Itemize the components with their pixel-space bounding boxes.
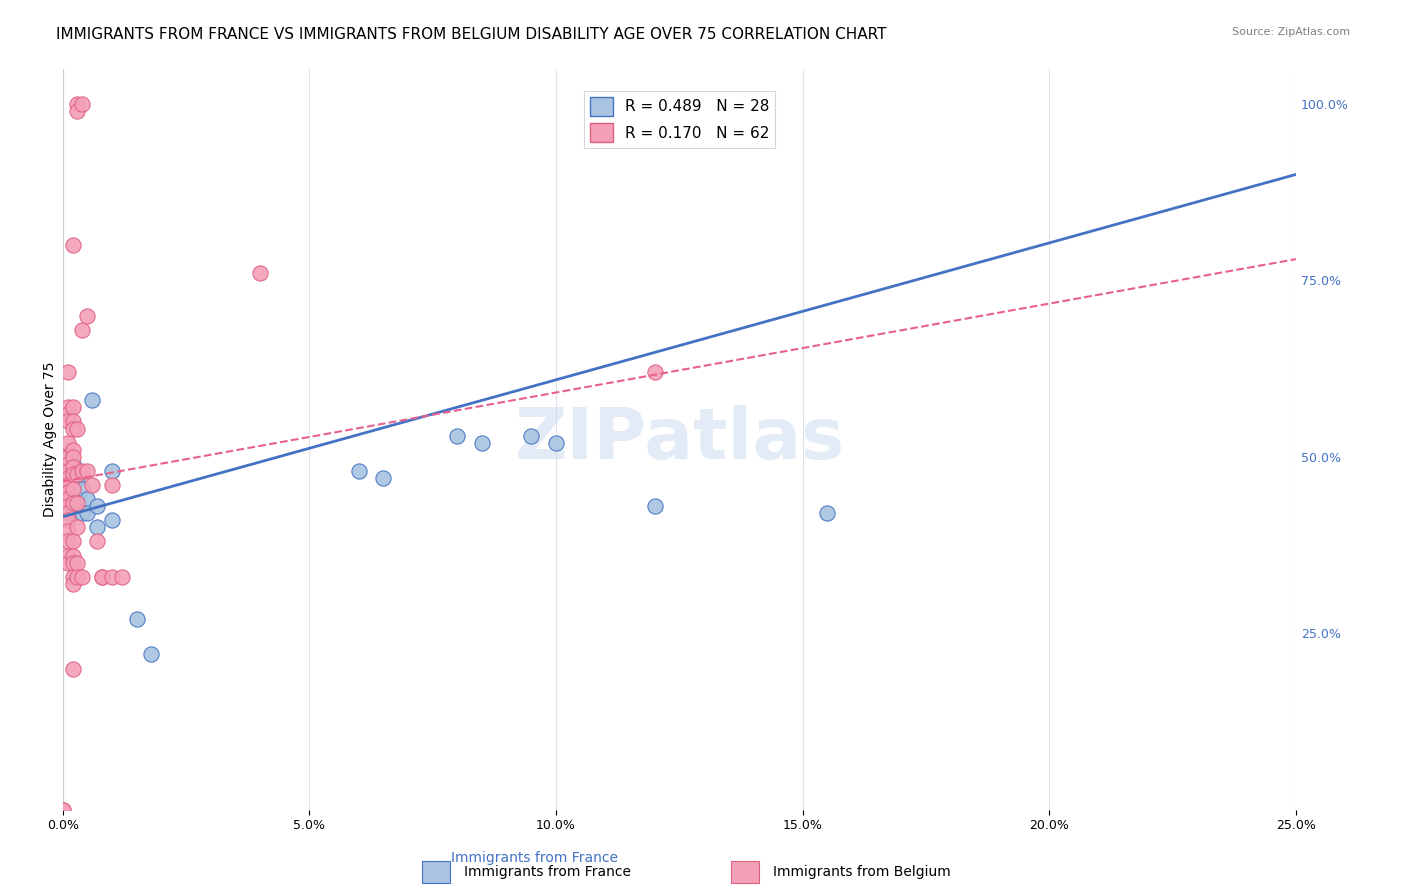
Point (56, 534, 79, 549)
Point (56, 524, 79, 538)
Point (56, 457, 79, 471)
Point (66, 520, 89, 534)
Point (446, 428, 468, 442)
Point (56, 414, 79, 428)
Point (72, 464, 94, 478)
Text: Immigrants from France: Immigrants from France (464, 865, 631, 880)
Point (56, 492, 79, 507)
Point (101, 478, 124, 492)
Point (544, 435, 567, 450)
Text: Source: ZipAtlas.com: Source: ZipAtlas.com (1232, 27, 1350, 37)
Point (62, 661, 84, 675)
Point (56, 485, 79, 500)
Point (62, 556, 84, 570)
Point (86, 534, 108, 549)
Point (62, 495, 84, 509)
Point (56, 450, 79, 464)
Point (86, 520, 108, 534)
Point (62, 534, 84, 549)
Point (72, 506, 94, 520)
Text: Immigrants from France: Immigrants from France (420, 851, 648, 865)
Y-axis label: Disability Age Over 75: Disability Age Over 75 (44, 361, 58, 516)
Point (86, 499, 108, 513)
Point (76, 309, 98, 323)
Point (82, 478, 104, 492)
Point (373, 471, 395, 485)
Point (76, 464, 98, 478)
Point (141, 648, 163, 662)
Legend: R = 0.489   N = 28, R = 0.170   N = 62: R = 0.489 N = 28, R = 0.170 N = 62 (583, 91, 775, 148)
Point (72, 482, 94, 496)
Point (62, 457, 84, 471)
Text: ZIPatlas: ZIPatlas (515, 405, 845, 474)
Point (62, 421, 84, 435)
Point (66, 421, 89, 435)
Point (249, 266, 271, 280)
Point (52, 803, 75, 817)
Point (66, 556, 89, 570)
Point (72, 96, 94, 111)
Point (101, 464, 124, 478)
Point (76, 506, 98, 520)
Point (66, 570, 89, 584)
Point (520, 428, 543, 442)
Point (644, 499, 666, 513)
Point (56, 556, 79, 570)
Point (91, 570, 114, 584)
Point (101, 570, 124, 584)
Point (125, 612, 148, 626)
Point (62, 450, 84, 464)
Point (72, 323, 94, 337)
Point (56, 408, 79, 422)
Point (72, 570, 94, 584)
Point (66, 495, 89, 509)
Point (66, 96, 89, 111)
Point (644, 365, 666, 379)
Point (62, 570, 84, 584)
Point (56, 435, 79, 450)
Point (56, 499, 79, 513)
Point (62, 401, 84, 415)
Point (101, 513, 124, 527)
Point (62, 467, 84, 482)
Point (56, 401, 79, 415)
Point (62, 442, 84, 457)
Point (815, 506, 838, 520)
Point (66, 103, 89, 118)
Text: IMMIGRANTS FROM FRANCE VS IMMIGRANTS FROM BELGIUM DISABILITY AGE OVER 75 CORRELA: IMMIGRANTS FROM FRANCE VS IMMIGRANTS FRO… (56, 27, 887, 42)
Point (66, 467, 89, 482)
Point (91, 570, 114, 584)
Point (62, 549, 84, 563)
Point (52, 803, 75, 817)
Point (56, 365, 79, 379)
Point (471, 435, 494, 450)
Point (56, 478, 79, 492)
Text: Immigrants from France: Immigrants from France (451, 851, 617, 865)
Point (111, 570, 134, 584)
Point (62, 482, 84, 496)
Point (56, 471, 79, 485)
Point (76, 492, 98, 507)
Point (62, 238, 84, 252)
Point (66, 471, 89, 485)
Point (56, 513, 79, 527)
Point (62, 414, 84, 428)
Point (82, 393, 104, 408)
Point (56, 475, 79, 489)
Point (56, 549, 79, 563)
Point (62, 460, 84, 475)
Text: Immigrants from Belgium: Immigrants from Belgium (773, 865, 950, 880)
Point (62, 576, 84, 591)
Point (62, 482, 84, 496)
Point (347, 464, 370, 478)
Point (56, 453, 79, 467)
Point (56, 506, 79, 520)
Point (56, 467, 79, 482)
Point (56, 464, 79, 478)
Point (56, 450, 79, 464)
Point (66, 492, 89, 507)
